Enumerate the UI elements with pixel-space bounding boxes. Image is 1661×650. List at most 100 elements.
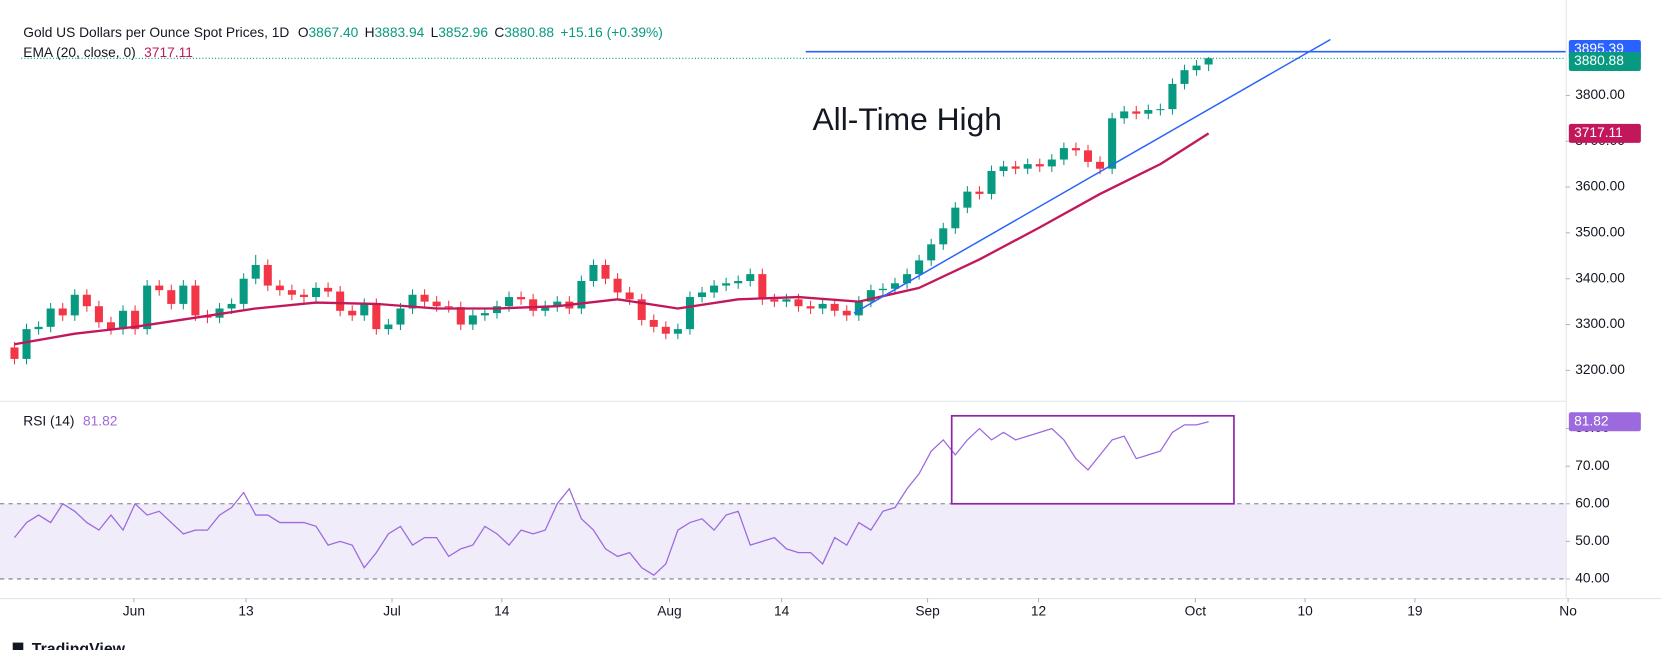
x-tick-label: Sep xyxy=(915,604,940,619)
y-tick-label: 3800.00 xyxy=(1575,87,1625,102)
y-tick-label: 3600.00 xyxy=(1575,179,1625,194)
candle-body xyxy=(903,274,912,284)
candle-body xyxy=(1108,118,1117,169)
candle-body xyxy=(710,285,719,293)
rsi-line xyxy=(13,421,1209,576)
ohlc-key: O xyxy=(298,24,309,39)
candle-body xyxy=(312,287,321,298)
candle-body xyxy=(818,303,827,309)
candle-body xyxy=(746,274,755,281)
candle-body xyxy=(806,306,815,309)
candle-body xyxy=(251,264,260,279)
candle-body xyxy=(444,306,453,308)
candle-body xyxy=(22,329,31,359)
candle-body xyxy=(299,294,308,298)
candle-body xyxy=(1035,164,1044,167)
candle-body xyxy=(577,280,586,309)
candle-body xyxy=(854,301,863,316)
ema-line xyxy=(14,132,1210,346)
candle-body xyxy=(34,326,43,330)
rsi-band xyxy=(0,503,1566,579)
ema-name: EMA (20, close, 0) xyxy=(23,45,135,60)
x-tick-label: Jul xyxy=(383,604,401,619)
candle-body xyxy=(1071,148,1080,151)
header-line: Gold US Dollars per Ounce Spot Prices, 1… xyxy=(23,24,663,39)
ohlc-value: 3883.94 xyxy=(375,24,425,39)
candle-body xyxy=(155,285,164,291)
candle-body xyxy=(324,287,333,292)
candle-body xyxy=(661,326,670,334)
candle-body xyxy=(468,315,477,325)
candle-body xyxy=(866,290,875,302)
candle-body xyxy=(794,299,803,307)
ema-value: 3717.11 xyxy=(144,45,193,60)
candle-body xyxy=(927,244,936,261)
ema-tag-bg xyxy=(1568,123,1641,143)
candle-body xyxy=(456,307,465,325)
candle-body xyxy=(239,278,248,304)
x-tick-label: Aug xyxy=(657,604,681,619)
candle-body xyxy=(601,264,610,279)
logo-mark xyxy=(12,642,24,650)
candle-body xyxy=(143,285,152,330)
x-tick-label: Oct xyxy=(1185,604,1207,619)
candle-body xyxy=(878,288,887,291)
candle-body xyxy=(504,297,514,307)
candle-body xyxy=(649,319,658,327)
candle-body xyxy=(167,290,176,304)
candle-body xyxy=(131,310,140,330)
candle-body xyxy=(541,306,550,311)
candle-body xyxy=(348,310,357,316)
candle-body xyxy=(637,299,646,320)
candle-body xyxy=(70,294,79,316)
candle-body xyxy=(782,299,791,302)
x-tick-label: 19 xyxy=(1407,604,1422,619)
candle-body xyxy=(275,285,284,291)
chart-title: Gold US Dollars per Ounce Spot Prices, 1… xyxy=(23,24,289,39)
candle-body xyxy=(396,308,405,325)
candle-body xyxy=(529,299,538,311)
candle-body xyxy=(287,290,296,295)
candle-body xyxy=(263,264,272,286)
candle-body xyxy=(625,292,634,300)
candle-body xyxy=(589,264,598,281)
candle-body xyxy=(613,278,622,293)
candle-body xyxy=(94,306,103,323)
candle-body xyxy=(179,285,188,304)
candle-body xyxy=(697,292,707,298)
candle-body xyxy=(1047,159,1056,167)
ema-tag: 3717.11 xyxy=(1574,125,1623,140)
x-tick-label: No xyxy=(1559,604,1577,619)
candle-body xyxy=(975,191,984,194)
candle-body xyxy=(1059,148,1068,160)
y-tick-label: 3500.00 xyxy=(1575,225,1625,240)
rsi-y-tick-label: 40.00 xyxy=(1575,571,1610,586)
candle-body xyxy=(685,297,694,330)
candle-body xyxy=(1180,70,1189,84)
candle-body xyxy=(420,294,429,302)
ohlc-value: 3852.96 xyxy=(438,24,488,39)
ohlc-value: 3880.88 xyxy=(504,24,554,39)
candle-body xyxy=(1168,83,1177,110)
y-tick-label: 3200.00 xyxy=(1575,362,1625,377)
candle-body xyxy=(372,303,381,330)
candle-body xyxy=(842,310,851,316)
candle-body xyxy=(915,260,924,275)
x-tick-label: 14 xyxy=(774,604,790,619)
candle-body xyxy=(82,294,91,307)
rsi-tag: 81.82 xyxy=(1574,413,1608,428)
candle-body xyxy=(830,303,839,311)
candle-body xyxy=(46,308,55,327)
ohlc-key: H xyxy=(365,24,375,39)
candle-body xyxy=(890,283,900,289)
candle-body xyxy=(999,166,1008,172)
annotation: All-Time High xyxy=(812,101,1001,137)
price-pane xyxy=(10,38,1566,365)
candle-body xyxy=(1144,110,1153,114)
close-tag: 3880.88 xyxy=(1574,53,1624,68)
candle-body xyxy=(770,299,779,302)
ema-legend: EMA (20, close, 0) 3717.11 xyxy=(23,45,193,60)
x-tick-label: 12 xyxy=(1031,604,1046,619)
rsi-tag-bg xyxy=(1568,412,1641,432)
candle-body xyxy=(553,301,562,307)
